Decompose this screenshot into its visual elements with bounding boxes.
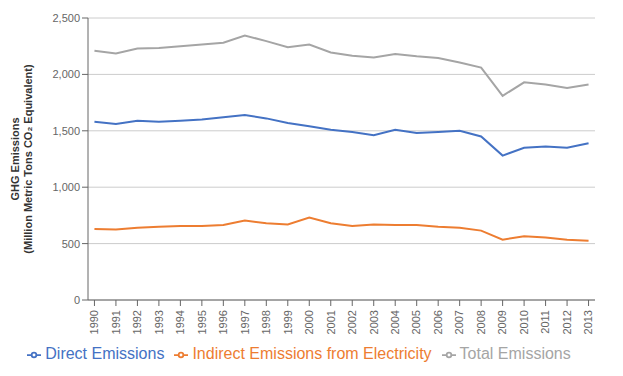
svg-text:1993: 1993 bbox=[153, 310, 165, 334]
svg-text:1995: 1995 bbox=[196, 310, 208, 334]
svg-text:2001: 2001 bbox=[325, 310, 337, 334]
svg-text:2012: 2012 bbox=[561, 310, 573, 334]
svg-text:2002: 2002 bbox=[346, 310, 358, 334]
svg-text:2003: 2003 bbox=[368, 310, 380, 334]
svg-text:0: 0 bbox=[74, 294, 80, 306]
svg-text:2000: 2000 bbox=[303, 310, 315, 334]
svg-text:2011: 2011 bbox=[539, 310, 551, 334]
svg-text:1990: 1990 bbox=[88, 310, 100, 334]
svg-text:2004: 2004 bbox=[389, 310, 401, 334]
svg-text:2007: 2007 bbox=[453, 310, 465, 334]
svg-text:1992: 1992 bbox=[131, 310, 143, 334]
html-text:Direct Emissions: Direct Emissions bbox=[45, 345, 165, 362]
svg-text:1998: 1998 bbox=[260, 310, 272, 334]
svg-text:1994: 1994 bbox=[174, 310, 186, 334]
html-text:Indirect Emissions from Electr: Indirect Emissions from Electricity bbox=[192, 345, 432, 362]
svg-text:2,500: 2,500 bbox=[52, 12, 80, 24]
svg-text:1,000: 1,000 bbox=[52, 181, 80, 193]
svg-text:2005: 2005 bbox=[411, 310, 423, 334]
svg-text:1999: 1999 bbox=[282, 310, 294, 334]
svg-text:GHG Emissions(Million Metric T: GHG Emissions(Million Metric Tons CO₂ Eq… bbox=[9, 64, 34, 254]
svg-text:1996: 1996 bbox=[217, 310, 229, 334]
svg-text:2008: 2008 bbox=[475, 310, 487, 334]
html-text:Total Emissions: Total Emissions bbox=[459, 345, 571, 362]
svg-text:500: 500 bbox=[62, 238, 80, 250]
svg-text:2009: 2009 bbox=[496, 310, 508, 334]
svg-text:1991: 1991 bbox=[110, 310, 122, 334]
svg-text:2,000: 2,000 bbox=[52, 68, 80, 80]
svg-text:1997: 1997 bbox=[239, 310, 251, 334]
svg-text:2006: 2006 bbox=[432, 310, 444, 334]
svg-text:1,500: 1,500 bbox=[52, 125, 80, 137]
svg-text:2010: 2010 bbox=[518, 310, 530, 334]
svg-text:2013: 2013 bbox=[582, 310, 594, 334]
